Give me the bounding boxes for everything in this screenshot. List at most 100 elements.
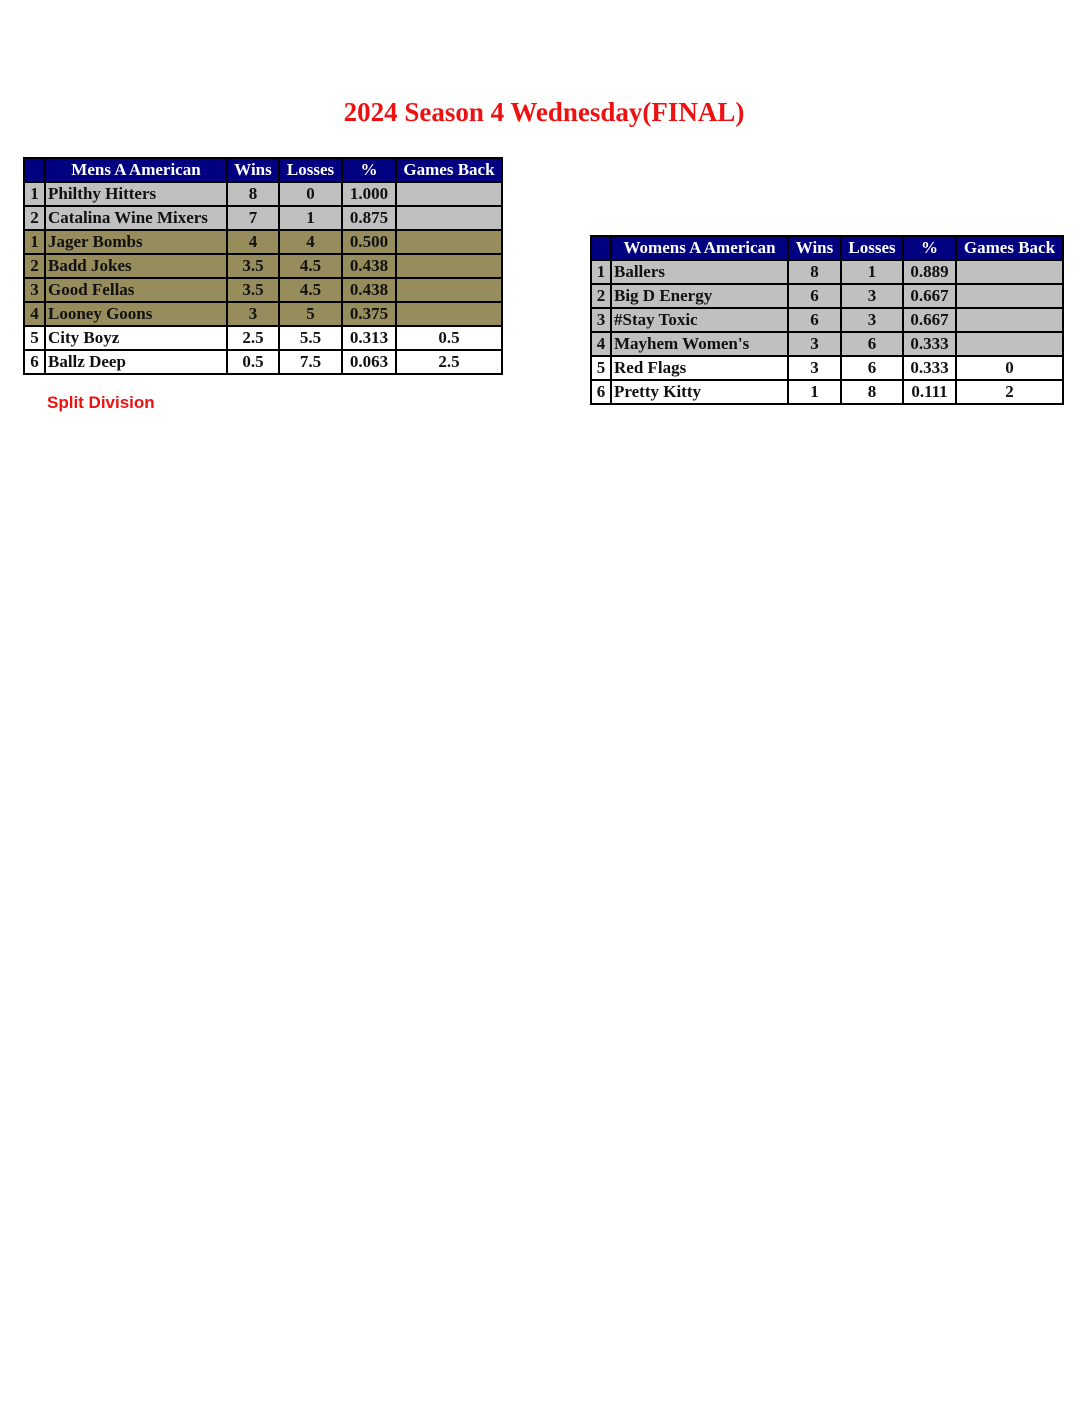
table-row: 2 Big D Energy 6 3 0.667 bbox=[590, 283, 1064, 309]
rank-cell: 1 bbox=[23, 229, 46, 255]
losses-cell: 3 bbox=[840, 307, 904, 333]
pct-cell: 0.438 bbox=[341, 253, 397, 279]
rank-cell: 6 bbox=[23, 349, 46, 375]
losses-cell: 6 bbox=[840, 355, 904, 381]
pct-cell: 0.313 bbox=[341, 325, 397, 351]
table-row: 1 Jager Bombs 4 4 0.500 bbox=[23, 229, 503, 255]
team-name-cell: Red Flags bbox=[610, 355, 789, 381]
pct-header: % bbox=[902, 235, 957, 261]
team-name-cell: Mayhem Women's bbox=[610, 331, 789, 357]
losses-cell: 5.5 bbox=[278, 325, 343, 351]
rank-cell: 3 bbox=[590, 307, 612, 333]
wins-cell: 3 bbox=[787, 355, 842, 381]
rank-cell: 6 bbox=[590, 379, 612, 405]
pct-cell: 0.333 bbox=[902, 355, 957, 381]
losses-cell: 6 bbox=[840, 331, 904, 357]
table-row: 3 #Stay Toxic 6 3 0.667 bbox=[590, 307, 1064, 333]
losses-cell: 8 bbox=[840, 379, 904, 405]
table-row: 2 Catalina Wine Mixers 7 1 0.875 bbox=[23, 205, 503, 231]
games-back-cell: 2 bbox=[955, 379, 1064, 405]
pct-cell: 0.667 bbox=[902, 283, 957, 309]
rank-header bbox=[23, 157, 46, 183]
wins-cell: 8 bbox=[787, 259, 842, 285]
games-back-cell bbox=[955, 331, 1064, 357]
wins-cell: 3 bbox=[226, 301, 280, 327]
rank-cell: 5 bbox=[23, 325, 46, 351]
pct-cell: 0.889 bbox=[902, 259, 957, 285]
wins-cell: 2.5 bbox=[226, 325, 280, 351]
wins-cell: 1 bbox=[787, 379, 842, 405]
wins-cell: 6 bbox=[787, 283, 842, 309]
losses-cell: 1 bbox=[278, 205, 343, 231]
wins-cell: 3.5 bbox=[226, 253, 280, 279]
team-header: Womens A American bbox=[610, 235, 789, 261]
games-back-cell bbox=[395, 277, 503, 303]
pct-cell: 0.111 bbox=[902, 379, 957, 405]
team-name-cell: Looney Goons bbox=[44, 301, 228, 327]
losses-cell: 4.5 bbox=[278, 277, 343, 303]
pct-cell: 0.667 bbox=[902, 307, 957, 333]
table-row: 5 Red Flags 3 6 0.333 0 bbox=[590, 355, 1064, 381]
team-name-cell: Badd Jokes bbox=[44, 253, 228, 279]
rank-cell: 5 bbox=[590, 355, 612, 381]
team-name-cell: City Boyz bbox=[44, 325, 228, 351]
table-row: 4 Looney Goons 3 5 0.375 bbox=[23, 301, 503, 327]
team-name-cell: Philthy Hitters bbox=[44, 181, 228, 207]
team-name-cell: Big D Energy bbox=[610, 283, 789, 309]
wins-header: Wins bbox=[226, 157, 280, 183]
rank-cell: 4 bbox=[23, 301, 46, 327]
table-row: 3 Good Fellas 3.5 4.5 0.438 bbox=[23, 277, 503, 303]
pct-cell: 0.333 bbox=[902, 331, 957, 357]
wins-header: Wins bbox=[787, 235, 842, 261]
wins-cell: 8 bbox=[226, 181, 280, 207]
games-back-cell bbox=[955, 259, 1064, 285]
wins-cell: 4 bbox=[226, 229, 280, 255]
pct-cell: 0.375 bbox=[341, 301, 397, 327]
pct-header: % bbox=[341, 157, 397, 183]
pct-cell: 1.000 bbox=[341, 181, 397, 207]
games-back-cell bbox=[395, 301, 503, 327]
losses-header: Losses bbox=[278, 157, 343, 183]
losses-cell: 7.5 bbox=[278, 349, 343, 375]
games-back-cell bbox=[955, 283, 1064, 309]
team-name-cell: #Stay Toxic bbox=[610, 307, 789, 333]
mens-standings-table: Mens A American Wins Losses% Games Back 1 Ph… bbox=[23, 157, 503, 375]
wins-cell: 0.5 bbox=[226, 349, 280, 375]
games-back-header: Games Back bbox=[955, 235, 1064, 261]
team-header: Mens A American bbox=[44, 157, 228, 183]
pct-cell: 0.438 bbox=[341, 277, 397, 303]
team-name-cell: Catalina Wine Mixers bbox=[44, 205, 228, 231]
losses-cell: 5 bbox=[278, 301, 343, 327]
rank-cell: 3 bbox=[23, 277, 46, 303]
losses-cell: 3 bbox=[840, 283, 904, 309]
split-division-note: Split Division bbox=[47, 393, 155, 412]
games-back-cell bbox=[395, 253, 503, 279]
table-row: 1 Ballers 8 1 0.889 bbox=[590, 259, 1064, 285]
pct-cell: 0.063 bbox=[341, 349, 397, 375]
team-name-cell: Pretty Kitty bbox=[610, 379, 789, 405]
table-row: 6 Ballz Deep 0.5 7.5 0.063 2.5 bbox=[23, 349, 503, 375]
games-back-cell bbox=[395, 205, 503, 231]
team-name-cell: Jager Bombs bbox=[44, 229, 228, 255]
team-name-cell: Ballz Deep bbox=[44, 349, 228, 375]
rank-cell: 1 bbox=[590, 259, 612, 285]
games-back-cell bbox=[395, 181, 503, 207]
wins-cell: 7 bbox=[226, 205, 280, 231]
pct-cell: 0.500 bbox=[341, 229, 397, 255]
rank-cell: 2 bbox=[590, 283, 612, 309]
table-row: 6 Pretty Kitty 1 8 0.111 2 bbox=[590, 379, 1064, 405]
losses-cell: 4.5 bbox=[278, 253, 343, 279]
losses-header: Losses bbox=[840, 235, 904, 261]
games-back-cell: 0 bbox=[955, 355, 1064, 381]
games-back-cell: 2.5 bbox=[395, 349, 503, 375]
table-row: 2 Badd Jokes 3.5 4.5 0.438 bbox=[23, 253, 503, 279]
team-name-cell: Ballers bbox=[610, 259, 789, 285]
games-back-cell bbox=[955, 307, 1064, 333]
team-name-cell: Good Fellas bbox=[44, 277, 228, 303]
losses-cell: 0 bbox=[278, 181, 343, 207]
rank-cell: 4 bbox=[590, 331, 612, 357]
games-back-header: Games Back bbox=[395, 157, 503, 183]
wins-cell: 3 bbox=[787, 331, 842, 357]
losses-cell: 1 bbox=[840, 259, 904, 285]
